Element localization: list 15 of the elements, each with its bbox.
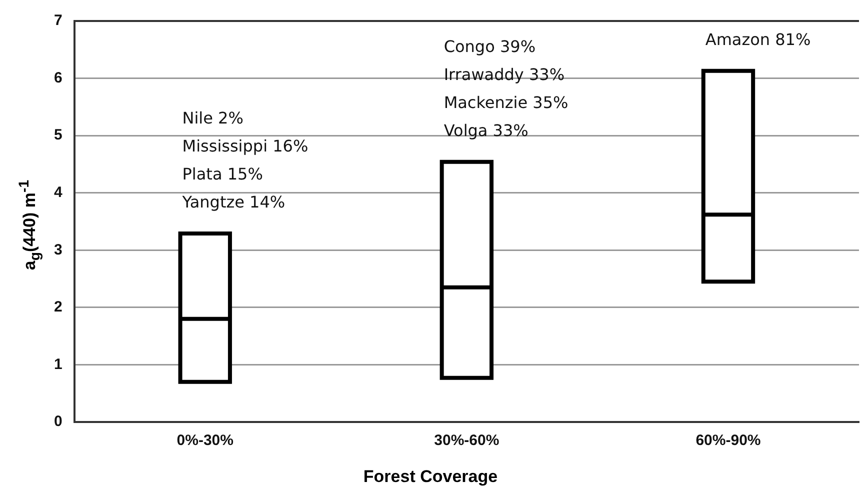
y-tick-label: 5 xyxy=(54,126,62,144)
x-tick-label: 60%-90% xyxy=(696,432,761,450)
y-tick-label: 6 xyxy=(54,69,62,86)
y-tick-label: 7 xyxy=(54,12,62,30)
x-tick-label: 30%-60% xyxy=(434,432,500,450)
x-axis-title: Forest Coverage xyxy=(362,467,499,487)
annotation: Congo 39% Irrawaddy 33% Mackenzie 35% Volga 33% xyxy=(444,37,568,140)
annotation: Amazon 81% xyxy=(705,30,811,49)
y-tick-label: 1 xyxy=(54,356,62,373)
annotation: Nile 2% Mississippi 16% Plata 15% Yangtze 14% xyxy=(181,108,308,212)
y-tick-label: 3 xyxy=(54,241,62,258)
y-tick-label: 4 xyxy=(54,184,63,201)
y-tick-label: 0 xyxy=(54,413,62,430)
x-tick-label: 0%-30% xyxy=(176,432,234,450)
y-tick-label: 2 xyxy=(54,298,62,316)
